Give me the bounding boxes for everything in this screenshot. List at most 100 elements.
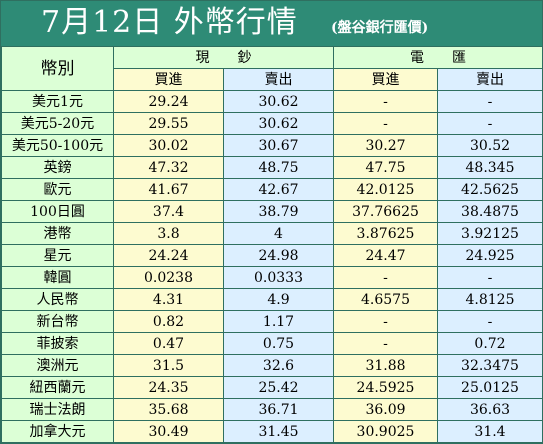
currency-name: 港幣 — [1, 222, 114, 245]
cash-sell-value: 42.67 — [223, 178, 334, 201]
tt-sell-value: - — [437, 266, 543, 289]
tt-sell-value: 24.925 — [437, 244, 543, 267]
cash-sell-value: 30.62 — [223, 112, 334, 135]
currency-header: 幣別 — [1, 46, 114, 91]
tt-sell-value: - — [437, 112, 543, 135]
tt-buy-value: - — [333, 90, 438, 113]
currency-name: 美元1元 — [1, 90, 114, 113]
table-row: 人民幣 4.31 4.9 4.6575 4.8125 — [1, 288, 543, 311]
cash-buy-value: 35.68 — [113, 398, 224, 421]
tt-buy-value: - — [333, 266, 438, 289]
cash-buy-value: 4.31 — [113, 288, 224, 311]
currency-name: 歐元 — [1, 178, 114, 201]
tt-buy-value: 31.88 — [333, 354, 438, 377]
tt-sell-value: 3.92125 — [437, 222, 543, 245]
page-title: 7月12日 外幣行情 — [41, 5, 298, 40]
cash-buy-value: 29.55 — [113, 112, 224, 135]
cash-buy-value: 0.47 — [113, 332, 224, 355]
header-row-bottom: 買進 賣出 買進 賣出 — [2, 68, 543, 91]
cash-buy-value: 0.82 — [113, 310, 224, 333]
table-row: 新台幣 0.82 1.17- - — [1, 310, 543, 333]
cash-sell-value: 0.75 — [223, 332, 334, 355]
tt-sell-value: 32.3475 — [437, 354, 543, 377]
cash-buy-value: 37.4 — [113, 200, 224, 223]
tt-buy-value: 47.75 — [333, 156, 438, 179]
cash-sell-header: 賣出 — [223, 68, 334, 91]
table-row: 澳洲元 31.5 32.6 31.88 32.3475 — [1, 354, 543, 377]
table-row: 瑞士法朗 35.68 36.71 36.09 36.63 — [1, 398, 543, 421]
tt-sell-value: 36.63 — [437, 398, 543, 421]
cash-buy-value: 30.02 — [113, 134, 224, 157]
cash-buy-value: 41.67 — [113, 178, 224, 201]
cash-sell-value: 1.17 — [223, 310, 334, 333]
currency-name: 美元50-100元 — [1, 134, 114, 157]
cash-sell-value: 48.75 — [223, 156, 334, 179]
table-row: 美元50-100元 30.02 30.67 30.27 30.52 — [1, 134, 543, 157]
cash-sell-value: 0.0333 — [223, 266, 334, 289]
tt-buy-value: 37.76625 — [333, 200, 438, 223]
cash-sell-value: 30.62 — [223, 90, 334, 113]
currency-name: 韓圓 — [1, 266, 114, 289]
currency-name: 菲披索 — [1, 332, 114, 355]
table-row: 星元 24.24 24.98 24.47 24.925 — [1, 244, 543, 267]
table-row: 韓圓 0.0238 0.0333- - — [1, 266, 543, 289]
tt-sell-value: - — [437, 90, 543, 113]
cash-buy-value: 3.8 — [113, 222, 224, 245]
cash-buy-value: 31.5 — [113, 354, 224, 377]
cash-sell-value: 31.45 — [223, 420, 334, 443]
tt-buy-value: 24.47 — [333, 244, 438, 267]
table-row: 歐元 41.67 42.67 42.0125 42.5625 — [1, 178, 543, 201]
currency-name: 星元 — [1, 244, 114, 267]
tt-sell-value: 48.345 — [437, 156, 543, 179]
cash-buy-value: 24.35 — [113, 376, 224, 399]
currency-name: 紐西蘭元 — [1, 376, 114, 399]
cash-buy-value: 0.0238 — [113, 266, 224, 289]
tt-sell-value: 30.52 — [437, 134, 543, 157]
cash-buy-header: 買進 — [113, 68, 224, 91]
cash-buy-value: 24.24 — [113, 244, 224, 267]
header-row-top: 幣別 現 鈔 電 匯 — [1, 46, 543, 91]
tt-sell-header: 賣出 — [437, 68, 543, 91]
telegraphic-header: 電 匯 — [333, 46, 543, 69]
tt-buy-value: 4.6575 — [333, 288, 438, 311]
tt-buy-value: 30.27 — [333, 134, 438, 157]
currency-name: 新台幣 — [1, 310, 114, 333]
cash-sell-value: 4 — [223, 222, 334, 245]
tt-sell-value: 0.72 — [437, 332, 543, 355]
cash-sell-value: 36.71 — [223, 398, 334, 421]
tt-buy-value: - — [333, 112, 438, 135]
tt-buy-value: 24.5925 — [333, 376, 438, 399]
table-row: 英鎊 47.32 48.75 47.75 48.345 — [1, 156, 543, 179]
table-row: 菲披索 0.47 0.75-0.72 — [1, 332, 543, 355]
cash-buy-value: 29.24 — [113, 90, 224, 113]
tt-buy-value: 42.0125 — [333, 178, 438, 201]
tt-buy-value: - — [333, 332, 438, 355]
currency-name: 加拿大元 — [1, 420, 114, 443]
tt-sell-value: 31.4 — [437, 420, 543, 443]
tt-sell-value: 25.0125 — [437, 376, 543, 399]
tt-buy-value: - — [333, 310, 438, 333]
cash-sell-value: 4.9 — [223, 288, 334, 311]
cash-buy-value: 30.49 — [113, 420, 224, 443]
tt-buy-value: 30.9025 — [333, 420, 438, 443]
table-row: 美元5-20元 29.55 30.62- - — [1, 112, 543, 135]
page-subtitle: (盤谷銀行匯價) — [331, 20, 429, 36]
rates-table: 幣別 現 鈔 電 匯 買進 賣出 買進 賣出 美元1元 29.24 30.62- - 美… — [1, 46, 543, 443]
currency-name: 美元5-20元 — [1, 112, 114, 135]
tt-sell-value: 4.8125 — [437, 288, 543, 311]
tt-sell-value: 42.5625 — [437, 178, 543, 201]
table-row: 港幣 3.8 4 3.87625 3.92125 — [1, 222, 543, 245]
tt-buy-value: 36.09 — [333, 398, 438, 421]
title-bar: 7月12日 外幣行情 (盤谷銀行匯價) — [1, 1, 542, 46]
cash-buy-value: 47.32 — [113, 156, 224, 179]
cash-sell-value: 38.79 — [223, 200, 334, 223]
currency-name: 澳洲元 — [1, 354, 114, 377]
table-row: 加拿大元 30.49 31.45 30.9025 31.4 — [1, 420, 543, 443]
currency-name: 人民幣 — [1, 288, 114, 311]
currency-name: 瑞士法朗 — [1, 398, 114, 421]
cash-sell-value: 30.67 — [223, 134, 334, 157]
cash-sell-value: 25.42 — [223, 376, 334, 399]
table-row: 紐西蘭元 24.35 25.42 24.5925 25.0125 — [1, 376, 543, 399]
cash-sell-value: 24.98 — [223, 244, 334, 267]
